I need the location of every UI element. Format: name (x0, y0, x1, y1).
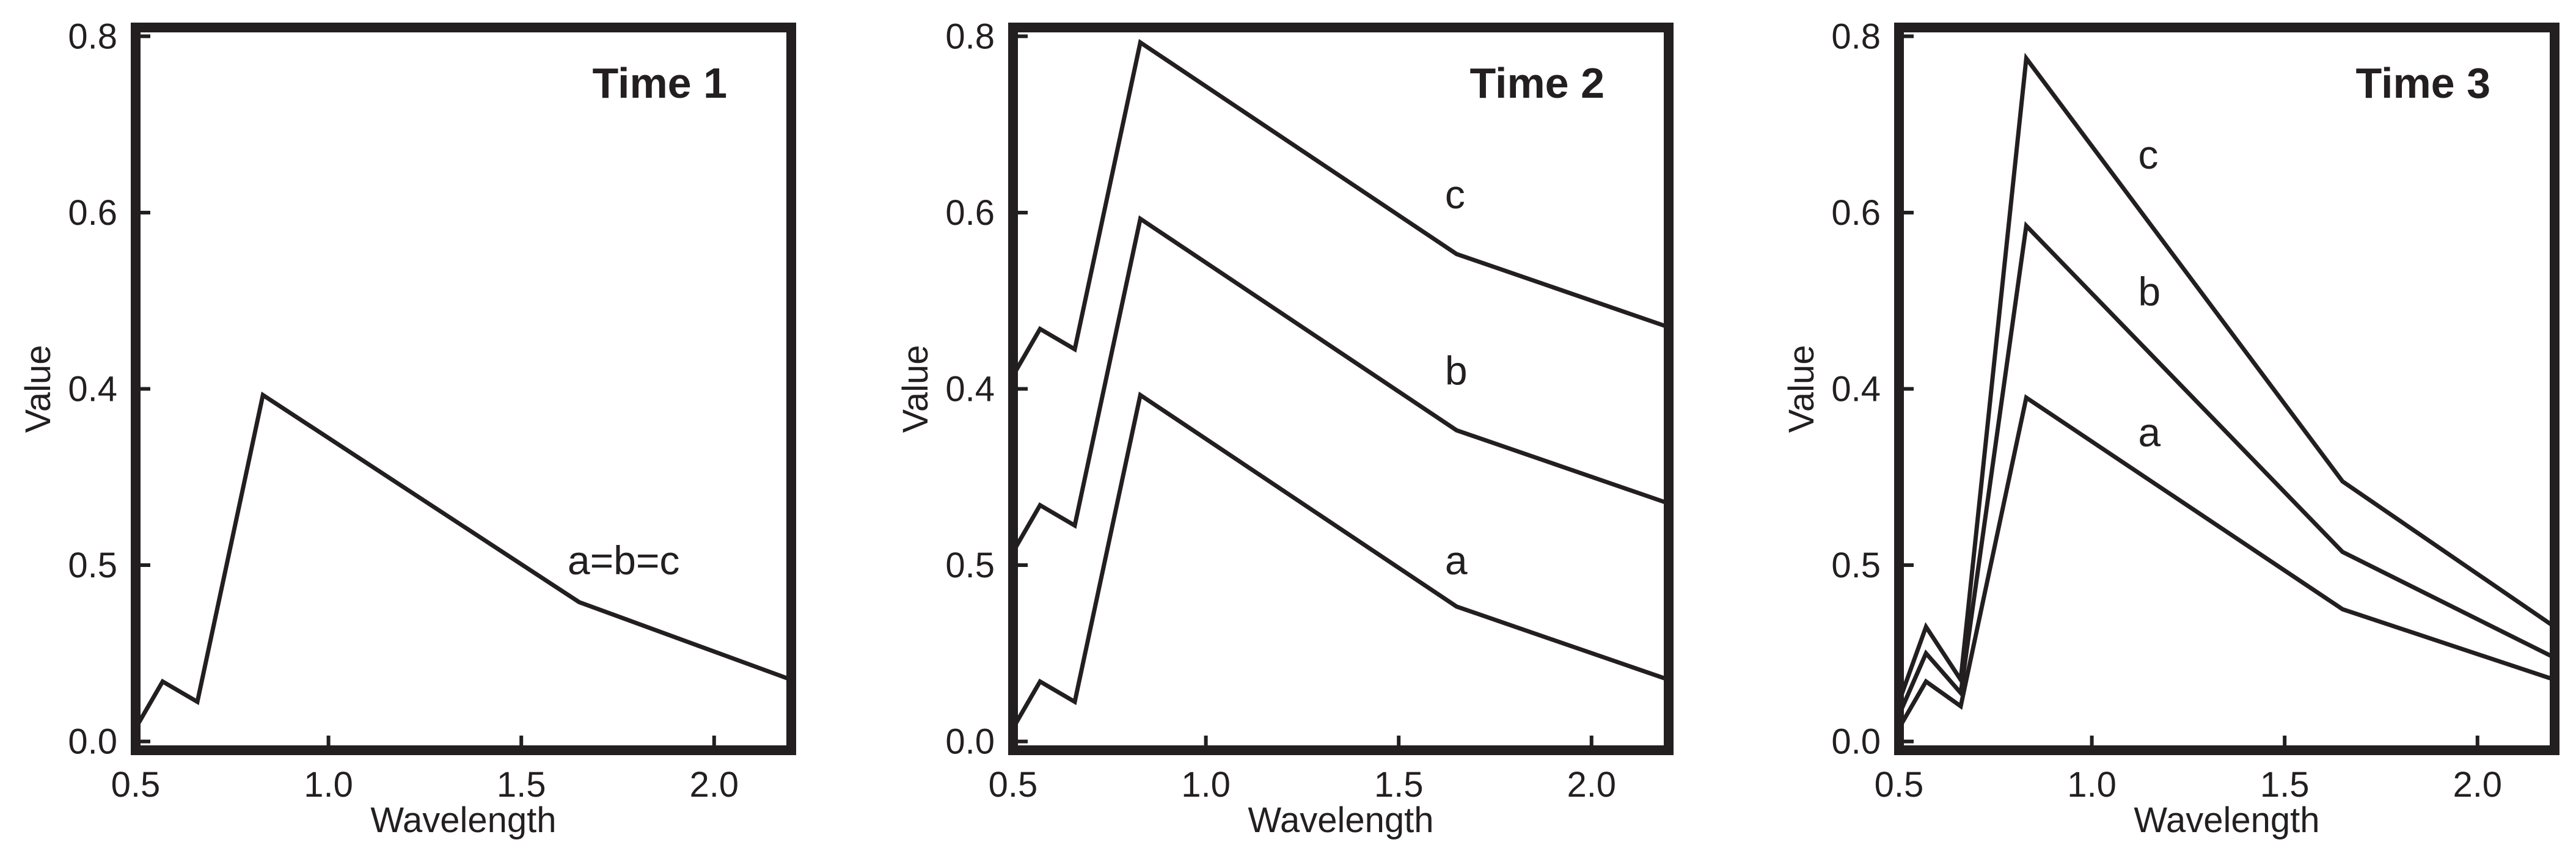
series-line-b (1011, 215, 1670, 554)
x-tick-label: 2.0 (689, 765, 739, 805)
x-tick-label: 0.5 (111, 765, 161, 805)
y-tick-label: 0.8 (1831, 16, 1881, 56)
x-tick-label: 2.0 (1567, 765, 1616, 805)
series-label-b: b (1445, 348, 1468, 393)
y-tick-label: 0.6 (68, 193, 117, 233)
panel-title: Time 3 (2356, 59, 2491, 107)
y-tick-label: 0.0 (945, 722, 995, 762)
x-tick-label: 1.5 (497, 765, 546, 805)
series-line-c (1897, 53, 2556, 703)
y-tick-label: 0.0 (68, 722, 117, 762)
x-tick-label: 2.0 (2453, 765, 2502, 805)
x-axis-label: Wavelength (1248, 800, 1433, 840)
series-line-b (1897, 221, 2556, 716)
series-line-c (1011, 38, 1670, 377)
series-line-a=b=c (133, 391, 792, 729)
x-tick-label: 1.0 (2067, 765, 2117, 805)
panel-time-2: 0.00.50.40.60.80.5 1.0 1.5 2.0WavelengthVal… (896, 16, 1674, 840)
y-axis-label: Value (896, 345, 935, 433)
x-tick-label: 1.5 (1374, 765, 1424, 805)
y-tick-label: 0.6 (1831, 193, 1881, 233)
x-axis-label: Wavelength (370, 800, 556, 840)
y-tick-label: 0.4 (68, 370, 117, 409)
x-axis-label: Wavelength (2134, 800, 2319, 840)
x-tick-label: 1.0 (1181, 765, 1231, 805)
series-label-c: c (2138, 132, 2158, 177)
series-label-a: a (1445, 538, 1468, 583)
x-tick-label: 1.0 (304, 765, 353, 805)
x-tick-label: 0.5 (1875, 765, 1924, 805)
x-tick-label: 1.5 (2260, 765, 2310, 805)
y-tick-label: 0.4 (1831, 370, 1881, 409)
series-label-c: c (1445, 172, 1465, 217)
y-tick-label: 0.4 (945, 370, 995, 409)
y-tick-label: 0.8 (945, 16, 995, 56)
plot-frame (1894, 23, 2560, 755)
series-label-a: a (2138, 410, 2161, 455)
panel-time-1: 0.00.50.40.60.80.5 1.0 1.5 2.0WavelengthVal… (18, 16, 796, 840)
y-tick-label: 0.5 (945, 546, 995, 585)
series-label-b: b (2138, 269, 2161, 314)
y-tick-label: 0.5 (1831, 546, 1881, 585)
series-line-a (1011, 391, 1670, 729)
y-tick-label: 0.5 (68, 546, 117, 585)
series-label-a=b=c: a=b=c (568, 538, 680, 583)
y-axis-label: Value (18, 345, 58, 433)
panel-title: Time 1 (593, 59, 728, 107)
panel-time-3: 0.00.50.40.60.80.5 1.0 1.5 2.0WavelengthVal… (1782, 16, 2560, 840)
panel-title: Time 2 (1470, 59, 1605, 107)
x-tick-label: 0.5 (989, 765, 1038, 805)
y-tick-label: 0.6 (945, 193, 995, 233)
series-line-a (1897, 394, 2556, 729)
plot-frame (1008, 23, 1674, 755)
y-tick-label: 0.8 (68, 16, 117, 56)
y-axis-label: Value (1782, 345, 1821, 433)
y-tick-label: 0.0 (1831, 722, 1881, 762)
